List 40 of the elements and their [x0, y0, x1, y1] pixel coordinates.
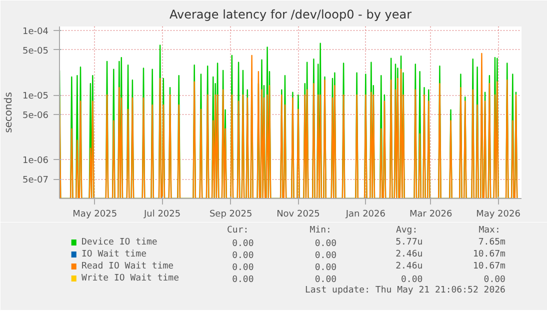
y-axis-title: seconds — [4, 92, 15, 133]
text: Max: — [478, 226, 500, 236]
text: Cur: — [227, 226, 249, 236]
x-tick-label: Sep 2025 — [209, 210, 252, 220]
text: 0.00 — [314, 263, 337, 273]
x-tick-label: May 2026 — [476, 210, 521, 220]
y-tick-label: 5e-07 — [22, 176, 49, 186]
text: 7.65m — [478, 238, 506, 248]
text: 0.00 — [314, 251, 337, 261]
text: 0.00 — [232, 239, 254, 249]
chart-title: Average latency for /dev/loop0 - by year — [169, 8, 412, 22]
y-tick-label: 5e-06 — [22, 110, 49, 121]
text: 0.00 — [314, 239, 337, 249]
x-tick-label: Mar 2026 — [409, 210, 453, 220]
text: Avg: — [396, 226, 418, 236]
text: 5.77u — [396, 238, 423, 248]
x-tick-label: Nov 2025 — [276, 210, 320, 220]
legend-label: IO Wait time — [81, 250, 146, 260]
text: 2.46u — [396, 262, 423, 272]
text: Last update: Thu May 21 21:06:52 2026 — [304, 286, 506, 296]
legend-label: Write IO Wait time — [81, 274, 180, 284]
x-tick-label: May 2025 — [72, 210, 118, 220]
text: 0.00 — [314, 275, 337, 285]
x-tick-label: Jan 2026 — [344, 210, 386, 220]
y-tick-label: 1e-05 — [22, 92, 49, 102]
text: 10.67m — [472, 250, 506, 260]
text: Min: — [310, 226, 332, 236]
text: 0.00 — [232, 263, 254, 273]
y-tick-label: 5e-05 — [22, 46, 49, 56]
text: 10.67m — [472, 262, 506, 272]
text: 0.00 — [401, 275, 423, 285]
y-tick-label: 1e-04 — [22, 26, 49, 37]
text: 2.46u — [396, 250, 423, 260]
text: 0.00 — [232, 275, 254, 285]
legend-label: Device IO time — [81, 238, 158, 248]
y-tick-label: 1e-06 — [22, 156, 49, 166]
x-tick-label: Jul 2025 — [142, 210, 181, 220]
text: 0.00 — [232, 251, 254, 261]
legend-label: Read IO Wait time — [81, 262, 174, 272]
text: 0.00 — [484, 275, 506, 285]
